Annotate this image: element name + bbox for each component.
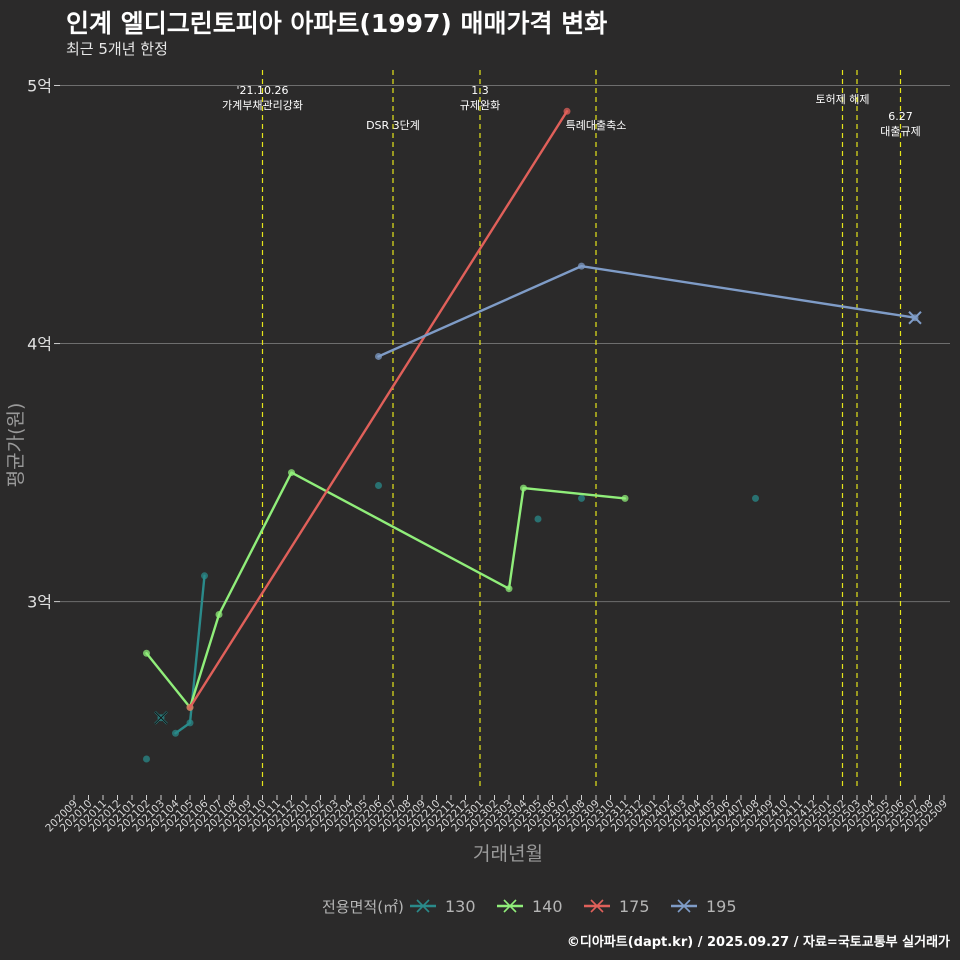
event-label: 특례대출축소 bbox=[566, 119, 627, 132]
x-axis: 2020092020102020112020122021012021022021… bbox=[43, 795, 950, 834]
data-point-130 bbox=[143, 755, 150, 763]
event-label: DSR 3단계 bbox=[366, 119, 420, 132]
data-point-175 bbox=[186, 703, 194, 711]
legend-marker-175 bbox=[590, 899, 604, 913]
y-tick-label: 4억 bbox=[27, 335, 52, 354]
chart-subtitle: 최근 5개년 한정 bbox=[66, 40, 168, 58]
legend-label-195: 195 bbox=[706, 897, 737, 916]
data-point-130 bbox=[172, 729, 179, 737]
legend: 전용면적(㎡) 130 140 175 195 bbox=[322, 897, 737, 916]
y-axis: 3억 4억 5억 bbox=[27, 76, 60, 612]
event-label: 규제완화 bbox=[460, 99, 500, 112]
legend-marker-140 bbox=[503, 899, 517, 913]
series-line-175 bbox=[188, 110, 569, 709]
event-label: 6.27 bbox=[888, 110, 913, 123]
grid bbox=[60, 84, 950, 603]
data-point-130 bbox=[186, 719, 194, 727]
series-layer bbox=[143, 107, 922, 763]
legend-label-130: 130 bbox=[445, 897, 476, 916]
event-label: 토허제 해제 bbox=[815, 92, 869, 106]
legend-label-140: 140 bbox=[532, 897, 563, 916]
data-point-140 bbox=[520, 484, 527, 492]
data-point-130 bbox=[375, 481, 382, 489]
event-label: '21.10.26 bbox=[236, 84, 288, 97]
source-caption: ©디아파트(dapt.kr) / 2025.09.27 / 자료=국토교통부 실… bbox=[566, 935, 950, 950]
data-point-130 bbox=[534, 515, 542, 523]
event-label: 1.3 bbox=[471, 84, 489, 97]
data-point-175 bbox=[563, 107, 571, 115]
legend-title: 전용면적(㎡) bbox=[322, 898, 404, 916]
data-point-130 bbox=[578, 494, 585, 502]
y-axis-label: 평균가(원) bbox=[5, 403, 27, 488]
series-line-195 bbox=[377, 264, 917, 358]
y-tick-label: 5억 bbox=[27, 76, 52, 95]
event-label: 가계부채관리강화 bbox=[222, 99, 303, 112]
data-point-195 bbox=[578, 262, 585, 270]
legend-marker-130 bbox=[416, 899, 430, 913]
legend-marker-195 bbox=[677, 899, 691, 913]
data-point-140 bbox=[621, 494, 629, 502]
data-point-130 bbox=[752, 494, 759, 502]
event-label: 대출규제 bbox=[880, 125, 920, 138]
data-point-140 bbox=[215, 611, 223, 619]
x-axis-label: 거래년월 bbox=[473, 843, 543, 865]
data-point-140 bbox=[143, 649, 150, 657]
data-point-140 bbox=[505, 585, 513, 593]
data-point-195 bbox=[375, 352, 382, 360]
legend-label-175: 175 bbox=[619, 897, 650, 916]
series-line-140 bbox=[145, 471, 627, 709]
y-tick-label: 3억 bbox=[27, 593, 52, 612]
end-marker-outline bbox=[154, 711, 168, 725]
end-marker-195 bbox=[908, 311, 922, 325]
chart-title: 인계 엘디그린토피아 아파트(1997) 매매가격 변화 bbox=[66, 9, 608, 38]
data-point-130 bbox=[201, 572, 208, 580]
data-point-140 bbox=[288, 469, 295, 477]
